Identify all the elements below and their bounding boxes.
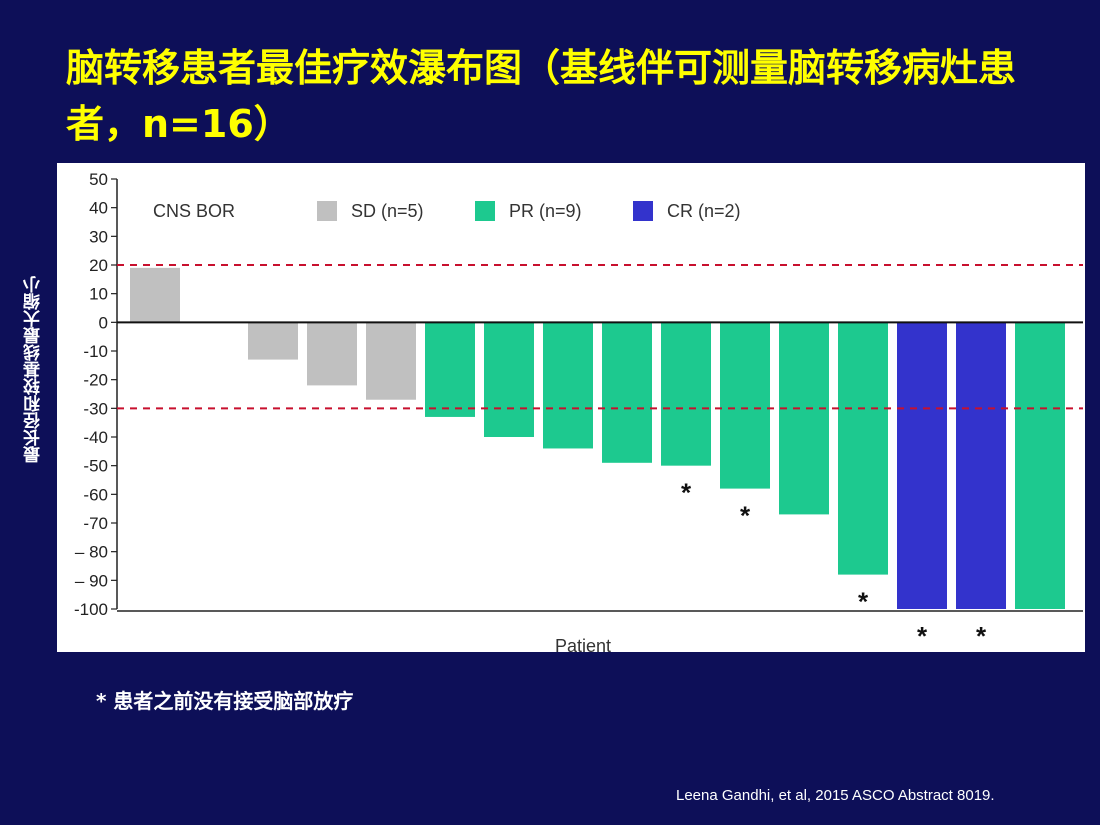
y-tick-label: 10 [89, 285, 108, 304]
y-tick-label: 30 [89, 227, 108, 246]
legend-label: CR (n=2) [667, 201, 741, 221]
y-tick-label: -40 [83, 428, 108, 447]
asterisk-marker: * [858, 587, 869, 617]
citation: Leena Gandhi, et al, 2015 ASCO Abstract … [676, 787, 995, 804]
asterisk-marker: * [917, 621, 928, 651]
y-tick-label: -60 [83, 485, 108, 504]
y-tick-label: 0 [99, 313, 108, 332]
bar-patient-5 [366, 322, 416, 400]
bar-patient-15 [956, 322, 1006, 609]
chart-svg: 50 40 30 20 10 0 -10 -20 -30 -40 -50 -60 -70 – 80 – 90… [74, 170, 1083, 652]
y-tick-label: – 80 [75, 543, 108, 562]
bar-patient-14 [897, 322, 947, 609]
y-tick-label: – 90 [75, 571, 108, 590]
y-tick-label: -30 [83, 399, 108, 418]
bar-patient-13 [838, 322, 888, 575]
asterisk-marker: * [740, 501, 751, 531]
legend-swatch [317, 201, 337, 221]
y-tick-label: -50 [83, 457, 108, 476]
legend-title: CNS BOR [153, 201, 235, 221]
legend-swatch [475, 201, 495, 221]
waterfall-chart: 50 40 30 20 10 0 -10 -20 -30 -40 -50 -60 -70 – 80 – 90… [57, 163, 1085, 652]
bar-patient-9 [602, 322, 652, 463]
bar-patient-8 [543, 322, 593, 449]
bar-patient-4 [307, 322, 357, 386]
y-tick-label: -10 [83, 342, 108, 361]
bar-patient-10 [661, 322, 711, 466]
slide-title: 脑转移患者最佳疗效瀑布图（基线伴可测量脑转移病灶患者，n=16） [66, 46, 1017, 146]
y-tick-label: -70 [83, 514, 108, 533]
legend-label: SD (n=5) [351, 201, 424, 221]
y-tick-label: -20 [83, 371, 108, 390]
bar-patient-16 [1015, 322, 1065, 609]
bar-patient-1 [130, 267, 180, 323]
y-axis-label: 最长径和较基线最大缩小 [24, 276, 44, 464]
x-axis-label: Patient [555, 636, 611, 652]
asterisk-marker: * [681, 478, 692, 508]
footnote: * 患者之前没有接受脑部放疗 [96, 689, 354, 713]
bar-patient-12 [779, 322, 829, 515]
y-tick-label: 50 [89, 170, 108, 189]
legend-swatch [633, 201, 653, 221]
legend-label: PR (n=9) [509, 201, 582, 221]
y-tick-label: -100 [74, 600, 108, 619]
bar-patient-6 [425, 322, 475, 417]
bar-patient-7 [484, 322, 534, 437]
y-tick-label: 40 [89, 199, 108, 218]
y-tick-label: 20 [89, 256, 108, 275]
asterisk-marker: * [976, 621, 987, 651]
bar-patient-11 [720, 322, 770, 489]
bar-patient-3 [248, 322, 298, 360]
